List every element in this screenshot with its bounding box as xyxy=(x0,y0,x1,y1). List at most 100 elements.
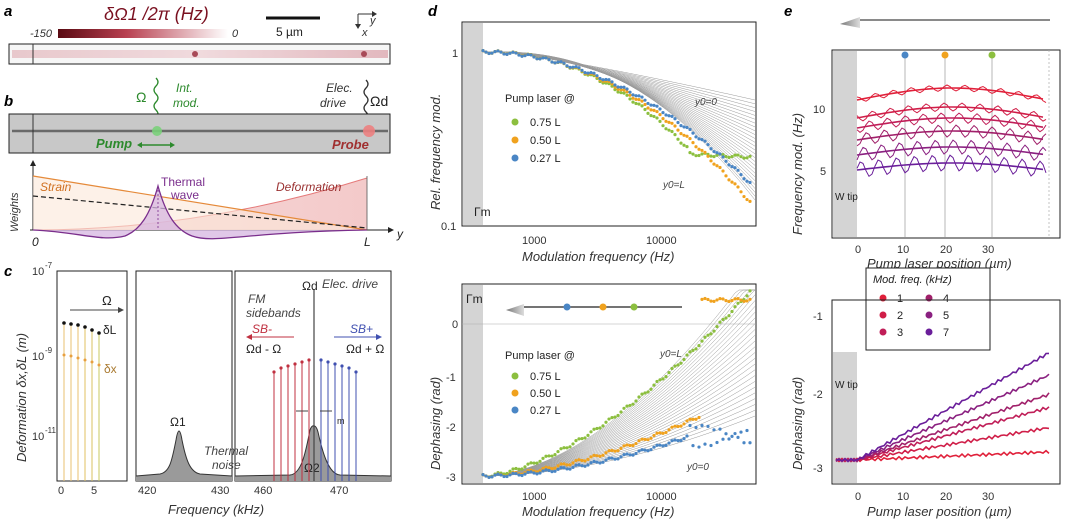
d-top-point-075 xyxy=(649,113,653,118)
d-top-point-075 xyxy=(679,141,683,145)
elec-drive-label-2: drive xyxy=(320,96,346,110)
d-top-point-027 xyxy=(688,127,692,132)
d-top-point-027 xyxy=(589,71,593,75)
d-top-point-027 xyxy=(673,117,677,121)
c-omega-label: Ω xyxy=(102,293,112,308)
d-bot-point-050 xyxy=(646,438,650,442)
d-bot-point-075 xyxy=(586,433,590,437)
d-bot-point-027 xyxy=(682,437,686,441)
d-top-point-050 xyxy=(637,98,641,102)
d-top-point-027 xyxy=(610,80,614,84)
d-top-point-027 xyxy=(484,50,488,54)
d-top-point-027 xyxy=(517,53,521,57)
d-top-point-075 xyxy=(628,97,632,101)
d-top-point-075 xyxy=(670,129,674,134)
d-bot-point-075 xyxy=(592,427,596,431)
wd-plus-w-label: Ωd + Ω xyxy=(346,342,384,356)
d-bot-point-027 xyxy=(634,451,638,456)
panel-c: c 10 -7 10 -9 10 -11 Deformation δx,δL (… xyxy=(4,261,392,517)
d-bot-point-027 xyxy=(541,469,545,473)
c-xlabel: Frequency (kHz) xyxy=(168,502,264,517)
e-bot-wtip-label: W tip xyxy=(835,380,858,391)
d-bot-point-075 xyxy=(553,453,557,457)
d-bot-point-050 xyxy=(673,424,677,428)
d-bot-point-050 xyxy=(550,467,554,471)
d-bot-point-050 xyxy=(664,430,668,435)
d-bot-point-075 xyxy=(670,366,674,371)
d-top-point-075 xyxy=(667,128,671,132)
d-top-point-050 xyxy=(673,124,677,128)
d-bot-point-050 xyxy=(565,463,569,467)
c-ytick: 10 xyxy=(32,431,44,443)
colorbar-min: -150 xyxy=(30,28,53,40)
d-top-legend-item: 0.27 L xyxy=(530,153,561,165)
d-top-point-027 xyxy=(637,94,641,98)
d-top-point-075 xyxy=(640,104,644,108)
d-top-point-027 xyxy=(625,87,629,91)
d-top-point-027 xyxy=(514,51,518,55)
d-bot-point-075 xyxy=(640,392,644,396)
d-top-point-050 xyxy=(631,96,635,100)
d-bot-point-050 xyxy=(643,437,647,441)
sb-minus-stems xyxy=(272,358,311,481)
d-inset-pump-050 xyxy=(599,303,607,311)
panel-d-label: d xyxy=(428,3,438,20)
d-bot-point-075 xyxy=(547,454,551,458)
omega1-label: Ω1 xyxy=(170,415,186,429)
d-top-point-027 xyxy=(544,56,548,60)
d-bot-point-050 xyxy=(736,297,740,301)
c-xtick: 430 xyxy=(211,485,229,497)
d-bot-point-075 xyxy=(724,316,728,320)
d-bot-point-050 xyxy=(634,441,638,446)
d-bot-point-027 xyxy=(679,438,683,443)
d-top-point-027 xyxy=(628,90,632,94)
d-top-point-027 xyxy=(595,74,599,78)
d-bot-point-027 xyxy=(637,449,641,453)
d-bot-point-027 xyxy=(643,448,647,452)
d-bot-point-027 xyxy=(505,474,509,479)
d-bot-point-075 xyxy=(667,371,671,375)
d-bot-point-027 xyxy=(490,475,494,479)
d-top-point-027 xyxy=(487,51,491,56)
panel-e-label: e xyxy=(784,3,792,20)
d-top-point-027 xyxy=(715,151,719,155)
d-bot-point-050 xyxy=(604,451,608,455)
d-bot-point-075 xyxy=(709,332,713,336)
e-top-ytick: 10 xyxy=(813,104,825,116)
d-bot-point-027 xyxy=(640,448,644,452)
d-bot-point-075 xyxy=(727,314,731,318)
d-top-point-050 xyxy=(640,99,644,103)
d-top-point-050 xyxy=(748,199,752,204)
d-bot-point-050 xyxy=(670,425,674,429)
e-top-fit xyxy=(856,106,1044,119)
d-bot-point-050 xyxy=(688,417,692,421)
d-bot-point-075 xyxy=(646,390,650,394)
colorbar-title: δΩ1 /2π (Hz) xyxy=(104,4,209,24)
d-bot-point-027 xyxy=(496,472,500,476)
omega-label: Ω xyxy=(136,89,146,105)
panel-b-label: b xyxy=(4,93,13,110)
d-bot-point-027 xyxy=(508,473,512,477)
d-bot-point-050 xyxy=(697,415,701,420)
d-bot-point-075 xyxy=(682,357,686,362)
e-bot-data-series xyxy=(835,352,1050,463)
scalebar-label: 5 µm xyxy=(276,25,303,39)
d-bot-point-027 xyxy=(583,464,587,468)
d-bot-point-050 xyxy=(568,463,572,467)
d-top-point-027 xyxy=(532,55,536,59)
d-top-point-050 xyxy=(724,174,728,178)
d-bot-point-075 xyxy=(607,417,611,421)
d-top-point-050 xyxy=(670,121,674,125)
d-bot-point-075 xyxy=(616,413,620,418)
axis-x-label: x xyxy=(361,27,368,39)
d-bot-point-075 xyxy=(736,301,740,305)
e-top-fit xyxy=(856,87,1044,101)
d-bot-point-050 xyxy=(682,422,686,426)
d-bot-point-027 xyxy=(577,463,581,467)
d-bot-point-050 xyxy=(610,448,614,453)
d-bot-point-027 xyxy=(658,443,662,447)
d-inset-pump-075 xyxy=(630,303,638,311)
d-top-point-075 xyxy=(712,154,716,159)
d-top-point-027 xyxy=(490,51,494,55)
d-top-point-075 xyxy=(673,133,677,137)
